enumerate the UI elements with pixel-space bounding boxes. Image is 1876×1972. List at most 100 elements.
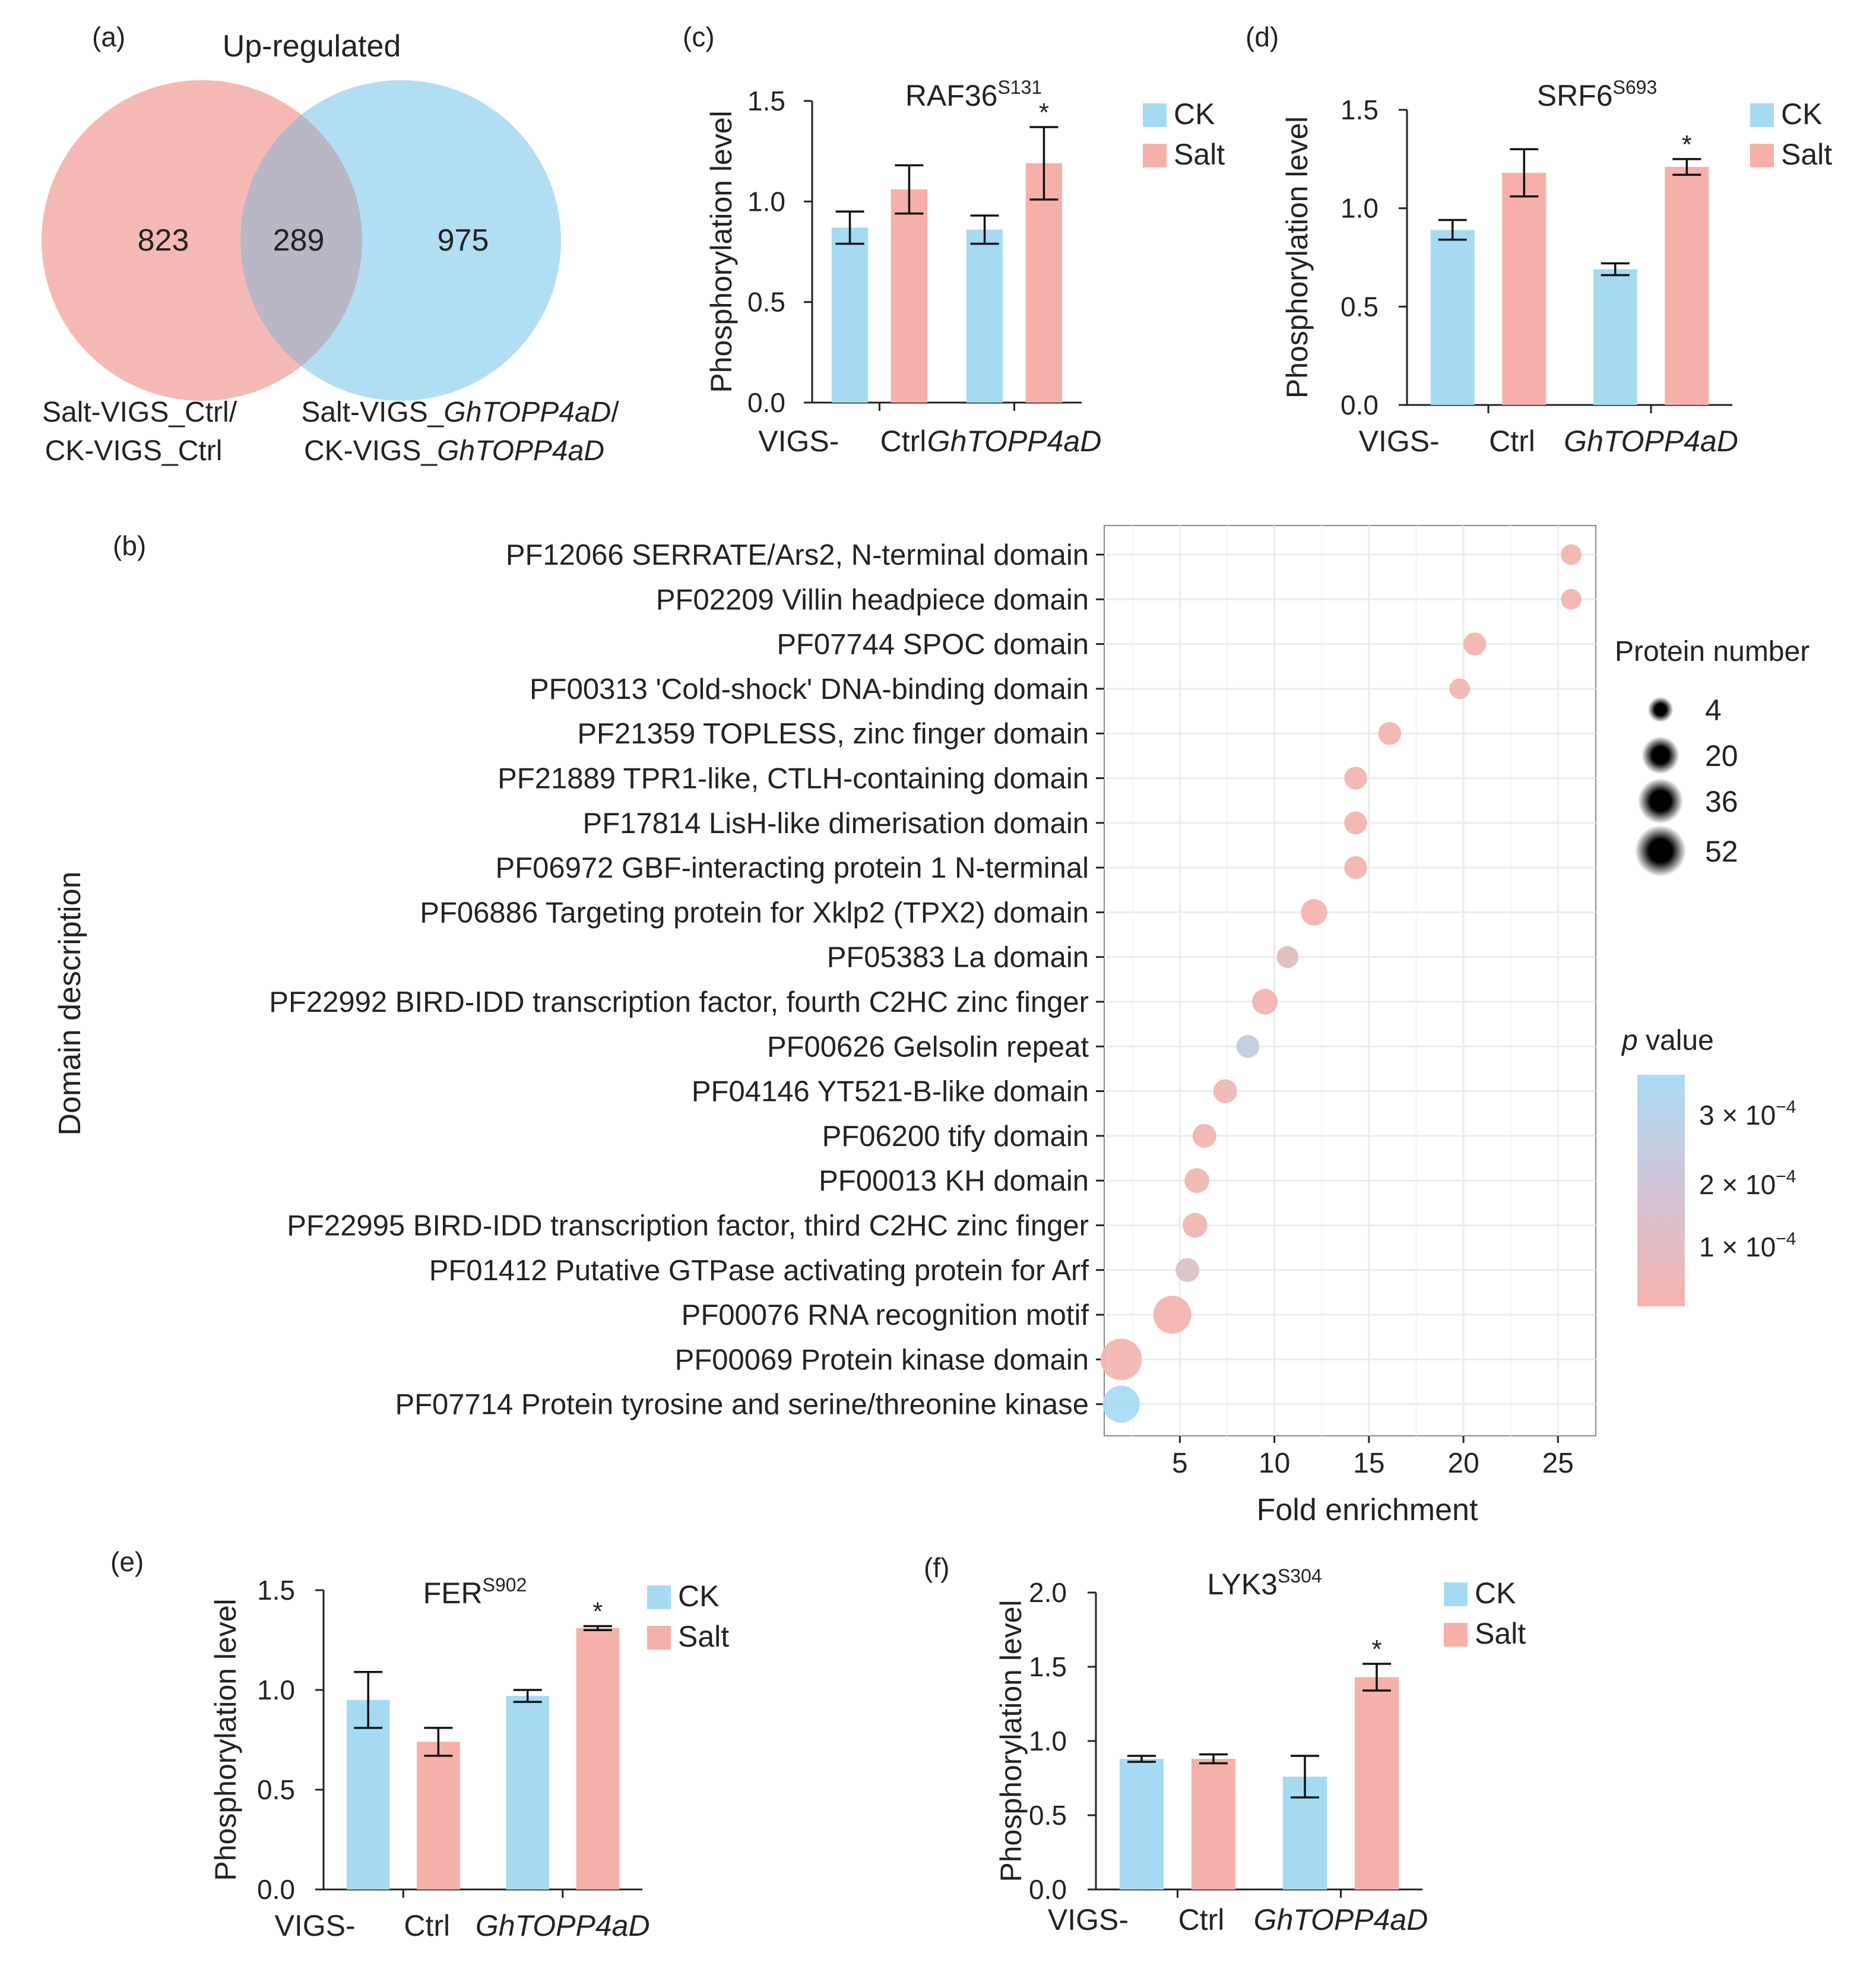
- size-legend-title: Protein number: [1615, 636, 1810, 667]
- significance-marker: *: [1682, 130, 1692, 159]
- domain-label: PF01412 Putative GTPase activating prote…: [429, 1255, 1089, 1287]
- venn-overlap-count: 289: [273, 223, 325, 258]
- x-category-ctrl: Ctrl: [880, 425, 927, 458]
- x-prefix-label: VIGS-: [1359, 425, 1440, 458]
- domain-point: [1276, 946, 1299, 968]
- size-legend-label: 36: [1705, 785, 1738, 818]
- domain-label: PF21359 TOPLESS, zinc finger domain: [577, 718, 1089, 750]
- venn-title: Up-regulated: [223, 29, 401, 64]
- color-legend-label: 2 × 10−4: [1699, 1167, 1796, 1200]
- domain-label: PF05383 La domain: [827, 942, 1089, 974]
- bar-ck-ctrl: [1430, 230, 1475, 405]
- y-tick-label: 0.0: [1341, 390, 1379, 420]
- domain-point: [1102, 1385, 1140, 1423]
- legend-swatch-salt: [1143, 144, 1167, 167]
- size-legend-dot: [1647, 697, 1674, 723]
- domain-label: PF00313 'Cold-shock' DNA-binding domain: [530, 673, 1089, 705]
- y-tick-label: 2.0: [1029, 1577, 1067, 1608]
- color-legend-label: 3 × 10−4: [1699, 1097, 1796, 1131]
- color-legend-label: 1 × 10−4: [1699, 1229, 1796, 1262]
- domain-label: PF07714 Protein tyrosine and serine/thre…: [395, 1389, 1089, 1421]
- bar-ck-ctrl: [831, 227, 869, 403]
- domain-point: [1344, 767, 1367, 790]
- bar-ck-ghtopp4ad: [506, 1696, 549, 1889]
- chart-title-superscript: S902: [483, 1574, 527, 1596]
- y-tick-label: 1.5: [1341, 94, 1379, 125]
- x-prefix-label: VIGS-: [275, 1909, 356, 1942]
- venn-right-label-line2: CK-VIGS_GhTOPP4aD: [304, 435, 604, 467]
- domain-label: PF06886 Targeting protein for Xklp2 (TPX…: [420, 897, 1089, 929]
- venn-left-count: 823: [138, 223, 189, 258]
- legend-swatch-salt: [1750, 144, 1774, 167]
- dot-plot-x-title: Fold enrichment: [1257, 1493, 1478, 1527]
- x-tick-label: 25: [1542, 1448, 1574, 1479]
- chart-title-main: LYK3: [1207, 1568, 1278, 1601]
- y-tick-label: 1.0: [747, 186, 785, 217]
- domain-label: PF07744 SPOC domain: [777, 629, 1089, 661]
- domain-point: [1213, 1079, 1237, 1103]
- legend-label-ck: CK: [1174, 97, 1215, 131]
- chart-title-c: RAF36S131: [905, 77, 1042, 112]
- x-category-ctrl: Ctrl: [404, 1909, 450, 1942]
- y-tick-label: 0.0: [1029, 1874, 1067, 1905]
- bar-salt-ctrl: [417, 1742, 460, 1889]
- legend-swatch-salt: [1444, 1623, 1468, 1647]
- chart-title-e: FERS902: [423, 1574, 527, 1610]
- panel-b-dot-plot: (b) Domain description Fold enrichment P…: [53, 525, 1810, 1527]
- legend-label-salt: Salt: [1174, 138, 1225, 171]
- size-legend-dot: [1642, 736, 1679, 774]
- color-legend-mantissa: 1 × 10: [1699, 1232, 1776, 1262]
- domain-label: PF00076 RNA recognition motif: [682, 1299, 1089, 1331]
- panel-f-bar-chart: (f) LYK3S304 0.0 0.5 1.0 1.5 2.0Phosphorylatio…: [924, 1552, 1526, 1936]
- bar-salt-ghtopp4ad: [1025, 163, 1063, 403]
- p-value-color-bar: [1637, 1075, 1685, 1306]
- y-tick-label: 0.5: [747, 287, 785, 318]
- y-axis-title: Phosphorylation level: [1281, 116, 1314, 398]
- venn-left-label-line2: CK-VIGS_Ctrl: [45, 435, 223, 467]
- dot-plot-panel: [1104, 525, 1596, 1436]
- y-axis-title: Phosphorylation level: [209, 1599, 242, 1881]
- bar-ck-ghtopp4ad: [1593, 269, 1637, 405]
- domain-point: [1561, 588, 1582, 610]
- venn-right-count: 975: [438, 223, 489, 258]
- domain-point: [1449, 678, 1471, 699]
- x-category-ctrl: Ctrl: [1178, 1903, 1225, 1936]
- domain-label: PF06200 tify domain: [822, 1120, 1089, 1153]
- domain-label: PF21889 TPR1-like, CTLH-containing domai…: [497, 763, 1089, 795]
- domain-point: [1344, 811, 1367, 835]
- size-legend-label: 4: [1705, 694, 1722, 727]
- venn-right-label-line1: Salt-VIGS_GhTOPP4aD/: [301, 397, 619, 428]
- chart-title-main: RAF36: [905, 79, 998, 112]
- significance-marker: *: [1371, 1635, 1381, 1664]
- domain-label: PF12066 SERRATE/Ars2, N-terminal domain: [506, 539, 1089, 571]
- color-legend-mantissa: 2 × 10: [1699, 1169, 1776, 1200]
- bar-ck-ctrl: [1119, 1759, 1164, 1889]
- bar-salt-ghtopp4ad: [1665, 167, 1709, 405]
- domain-point: [1184, 1168, 1209, 1194]
- x-category-ctrl: Ctrl: [1489, 425, 1535, 458]
- color-legend-mantissa: 3 × 10: [1699, 1100, 1776, 1131]
- legend-swatch-ck: [1750, 103, 1774, 127]
- domain-label: PF00069 Protein kinase domain: [675, 1344, 1089, 1376]
- dot-plot-y-title: Domain description: [53, 871, 87, 1135]
- y-tick-label: 0.0: [747, 387, 785, 418]
- y-axis-title: Phosphorylation level: [994, 1600, 1028, 1882]
- x-category-gene: GhTOPP4aD: [927, 425, 1102, 458]
- panel-label-d: (d): [1246, 21, 1279, 52]
- domain-label: PF00013 KH domain: [819, 1165, 1089, 1197]
- legend-label-salt: Salt: [1475, 1617, 1526, 1650]
- x-prefix-label: VIGS-: [758, 425, 839, 458]
- domain-point: [1301, 899, 1327, 926]
- color-legend-exponent: −4: [1776, 1097, 1796, 1117]
- y-tick-label: 1.0: [1029, 1726, 1067, 1756]
- x-tick-label: 15: [1353, 1448, 1384, 1479]
- domain-label: PF17814 LisH-like dimerisation domain: [583, 808, 1089, 840]
- y-tick-label: 0.5: [1341, 291, 1379, 322]
- color-legend-title: p value: [1621, 1025, 1714, 1056]
- domain-point: [1192, 1123, 1216, 1148]
- panel-label-a: (a): [92, 21, 125, 52]
- y-tick-label: 0.5: [1029, 1800, 1067, 1831]
- panel-label-e: (e): [110, 1546, 144, 1577]
- venn-overlap: [240, 115, 363, 366]
